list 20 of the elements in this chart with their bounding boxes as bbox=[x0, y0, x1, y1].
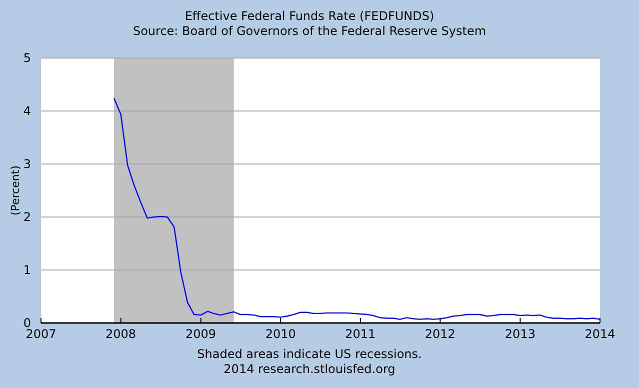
y-axis-title: (Percent) bbox=[9, 166, 22, 216]
x-tick-label: 2014 bbox=[584, 327, 616, 341]
y-tick-label: 4 bbox=[23, 104, 31, 118]
line-series bbox=[113, 98, 601, 320]
x-tick-label: 2008 bbox=[106, 327, 136, 341]
x-tick-label: 2009 bbox=[186, 327, 216, 341]
x-tick-label: 2007 bbox=[26, 327, 56, 341]
x-tick-label: 2013 bbox=[504, 327, 536, 341]
x-tick-label: 2011 bbox=[345, 327, 376, 341]
x-tick-label: 2012 bbox=[424, 327, 456, 341]
chart-title: Effective Federal Funds Rate (FEDFUNDS) bbox=[184, 9, 434, 23]
y-tick-label: 3 bbox=[23, 157, 31, 171]
y-tick-label: 1 bbox=[23, 263, 31, 277]
y-tick-label: 2 bbox=[23, 210, 31, 224]
y-tick-label: 0 bbox=[23, 316, 31, 330]
x-tick-label: 2010 bbox=[265, 327, 296, 341]
chart-subtitle: Source: Board of Governors of the Federal Reserve System bbox=[132, 24, 486, 38]
text: 2014 research.stlouisfed.org bbox=[224, 362, 396, 376]
y-tick-label: 5 bbox=[23, 51, 31, 65]
text: Shaded areas indicate US recessions. bbox=[197, 347, 422, 361]
